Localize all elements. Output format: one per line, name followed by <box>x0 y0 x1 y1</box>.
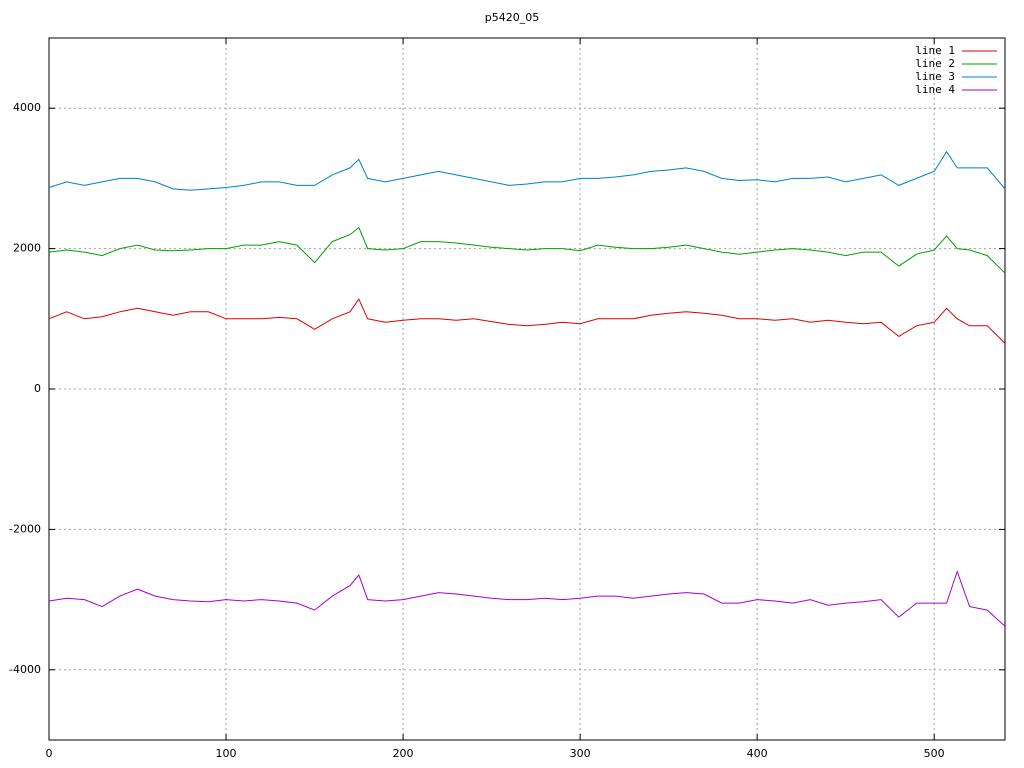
data-line <box>48 298 1006 344</box>
x-tick-label: 500 <box>924 747 945 760</box>
x-tick-label: 200 <box>393 747 414 760</box>
y-tick-label: 4000 <box>13 101 41 114</box>
legend-label: line 2 <box>915 57 955 70</box>
y-tick-label: -2000 <box>9 522 41 535</box>
legend-label: line 1 <box>915 44 955 57</box>
data-line <box>48 569 1006 627</box>
y-tick-label: 2000 <box>13 242 41 255</box>
legend-label: line 3 <box>915 70 955 83</box>
y-tick-label: -4000 <box>9 663 41 676</box>
x-tick-label: 100 <box>216 747 237 760</box>
legend-label: line 4 <box>915 83 955 96</box>
y-tick-label: 0 <box>34 382 41 395</box>
x-tick-label: 400 <box>747 747 768 760</box>
data-line <box>48 150 1006 191</box>
plot-frame <box>48 37 1006 741</box>
x-tick-label: 0 <box>46 747 53 760</box>
chart-title: p5420_05 <box>485 11 539 24</box>
data-line <box>48 226 1006 274</box>
x-tick-label: 300 <box>570 747 591 760</box>
